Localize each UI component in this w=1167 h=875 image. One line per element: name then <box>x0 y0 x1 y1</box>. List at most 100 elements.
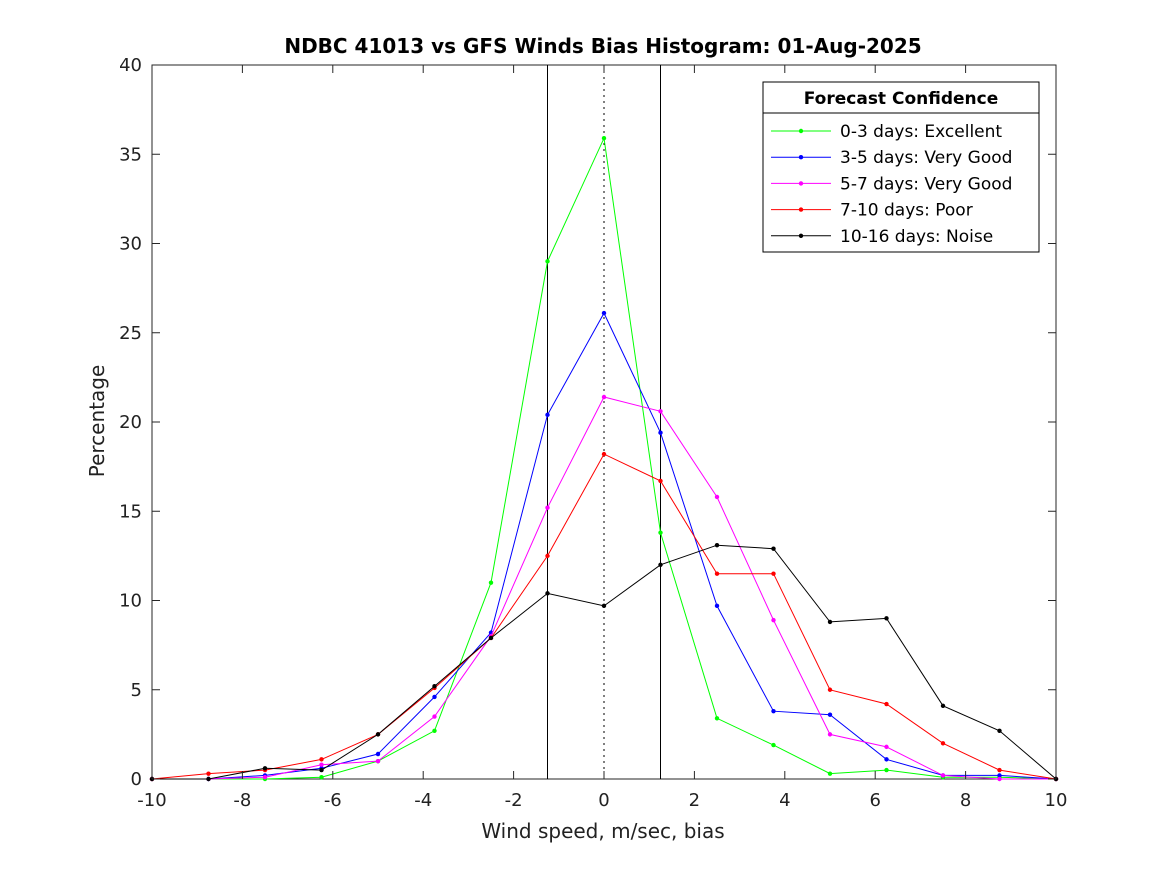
data-point <box>827 732 833 737</box>
data-point <box>827 619 833 625</box>
data-point <box>545 591 550 596</box>
data-point <box>658 530 663 535</box>
data-point <box>488 580 494 585</box>
data-point <box>771 617 776 623</box>
data-point <box>940 773 946 778</box>
data-point <box>940 741 946 746</box>
legend-items: 0-3 days: Excellent 3-5 days: Very Good 5-… <box>771 122 1012 247</box>
data-point <box>601 394 607 400</box>
data-point <box>884 701 889 707</box>
chart-title: NDBC 41013 vs GFS Winds Bias Histogram: … <box>284 34 921 58</box>
legend-label: 5-7 days: Very Good <box>840 174 1012 194</box>
data-point <box>997 773 1002 778</box>
data-point <box>714 716 720 721</box>
data-point <box>262 766 268 771</box>
y-tick-label: 10 <box>119 591 142 612</box>
data-point <box>771 742 776 748</box>
x-tick-label: 4 <box>779 790 790 811</box>
legend-swatch-marker <box>798 207 804 212</box>
y-tick-label: 35 <box>119 144 142 165</box>
data-point <box>714 603 720 609</box>
x-tick-label: -4 <box>414 790 432 811</box>
data-point <box>545 553 550 559</box>
series-line <box>151 453 1057 780</box>
data-point <box>375 732 381 737</box>
data-point <box>319 757 324 762</box>
y-tick-label: 25 <box>119 323 142 344</box>
legend-entry: 0-3 days: Excellent <box>771 122 1002 142</box>
data-point <box>601 603 607 609</box>
data-point <box>601 310 607 316</box>
data-point <box>714 494 720 500</box>
data-point <box>262 775 268 780</box>
data-point <box>432 694 437 700</box>
data-point <box>658 409 663 414</box>
data-point <box>319 767 324 773</box>
data-point <box>884 767 889 773</box>
data-point <box>375 758 381 764</box>
x-tick-label: 0 <box>598 790 609 811</box>
plot-area <box>149 64 1059 782</box>
axis-ticks: -10 -8 -6 -4 -2 0 2 4 6 8 10 0 5 10 15 20 25 30 35 40 <box>119 55 1067 811</box>
data-point <box>940 703 946 709</box>
data-point <box>771 571 776 576</box>
data-point <box>884 744 889 750</box>
data-point <box>658 478 663 484</box>
y-tick-label: 40 <box>119 55 142 76</box>
legend-entry: 5-7 days: Very Good <box>771 174 1012 194</box>
legend-box <box>762 81 1040 253</box>
data-point <box>827 771 833 776</box>
data-point <box>432 728 437 734</box>
data-point <box>488 635 494 641</box>
data-point <box>319 762 324 767</box>
data-point <box>714 571 720 576</box>
y-axis-label: Percentage <box>85 365 109 478</box>
data-point <box>771 546 776 551</box>
data-point <box>658 562 663 567</box>
legend-entry: 10-16 days: Noise <box>771 227 993 247</box>
legend: Forecast Confidence 0-3 days: Excellent 3… <box>762 81 1040 253</box>
x-tick-label: 10 <box>1045 790 1068 811</box>
data-point <box>432 683 437 689</box>
data-point <box>432 714 437 719</box>
data-point <box>545 412 550 418</box>
data-point <box>601 135 607 141</box>
legend-entry: 7-10 days: Poor <box>771 201 973 221</box>
x-tick-label: -6 <box>324 790 342 811</box>
x-tick-label: 6 <box>869 790 880 811</box>
legend-label: 10-16 days: Noise <box>840 227 993 247</box>
data-point <box>375 751 381 757</box>
x-tick-label: 8 <box>960 790 971 811</box>
data-point <box>545 505 550 510</box>
legend-swatch-marker <box>798 233 804 238</box>
legend-label: 0-3 days: Excellent <box>840 122 1002 142</box>
legend-swatch-marker <box>798 155 804 160</box>
data-point <box>319 775 324 780</box>
x-axis-label: Wind speed, m/sec, bias <box>481 819 724 843</box>
series-5 <box>149 542 1059 782</box>
data-point <box>997 776 1002 782</box>
x-tick-label: 2 <box>689 790 700 811</box>
data-point <box>206 771 211 776</box>
data-point <box>884 757 889 762</box>
x-tick-label: -2 <box>505 790 523 811</box>
data-point <box>771 708 776 714</box>
x-tick-label: -10 <box>137 790 166 811</box>
legend-title: Forecast Confidence <box>804 89 999 109</box>
y-tick-label: 0 <box>131 769 142 790</box>
data-point <box>545 259 550 264</box>
data-point <box>206 776 211 782</box>
y-tick-label: 20 <box>119 412 142 433</box>
y-tick-label: 15 <box>119 501 142 522</box>
legend-label: 7-10 days: Poor <box>840 201 973 221</box>
data-point <box>827 687 833 692</box>
data-point <box>714 542 720 548</box>
data-point <box>884 616 889 621</box>
data-point <box>601 451 607 457</box>
data-point <box>997 767 1002 773</box>
data-point <box>997 728 1002 734</box>
data-point <box>658 430 663 435</box>
data-point <box>827 712 833 717</box>
legend-entry: 3-5 days: Very Good <box>771 148 1012 168</box>
